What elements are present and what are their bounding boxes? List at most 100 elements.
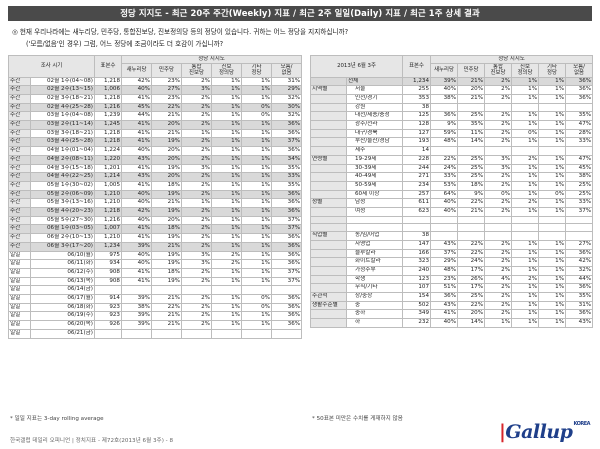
cell: 35% [270, 180, 303, 191]
cell: 02월 3주(18~21) [30, 93, 95, 104]
cell: 주간 [8, 102, 31, 113]
cell [181, 285, 212, 296]
header-row: 새누리당 민주당 통합 진보당 진보 정의당 기타 정당 모름/ 없음 [9, 62, 303, 78]
cell: 1% [511, 283, 540, 294]
table-row [310, 215, 594, 225]
cell [310, 248, 347, 259]
cell: 2% [181, 215, 212, 226]
cell: 1% [511, 318, 540, 328]
cell: 60세 이상 [345, 189, 404, 200]
cell: 2% [181, 146, 212, 156]
cell [241, 285, 272, 296]
cell [430, 223, 459, 233]
cell: 34% [270, 154, 303, 165]
page-title: 정당 지지도 - 최근 20주 주간(Weekly) 지표 / 최근 2주 일일… [8, 6, 592, 21]
cell: 2% [484, 292, 513, 302]
cell: 일일 [8, 302, 31, 313]
table-row: 가정주부 240 48% 17% 2% 1% 1% 32% [310, 265, 594, 276]
cell: 2% [484, 128, 513, 139]
cell: 1% [211, 198, 242, 209]
cell [94, 328, 122, 339]
cell: 1% [211, 128, 242, 139]
cell: 32% [270, 111, 303, 121]
cell [538, 102, 567, 113]
cell: 2% [484, 93, 513, 104]
cell: 05월 4주(20~23) [30, 207, 95, 217]
cell: 17% [457, 265, 486, 276]
cell: 1% [211, 320, 242, 330]
cell: 2% [181, 294, 212, 304]
cell: 36% [270, 233, 303, 243]
cell: 42% [121, 76, 152, 87]
cell [310, 274, 347, 285]
cell [484, 146, 513, 156]
cell: 39% [121, 294, 152, 304]
cell: 1% [211, 241, 242, 252]
cell [538, 215, 567, 225]
cell: 42% [121, 207, 152, 217]
cell: 03월 2주(11~14) [30, 120, 95, 130]
cell: 20% [151, 120, 182, 130]
cell: 14% [457, 137, 486, 148]
cell: 353 [402, 93, 432, 104]
cell: 1% [241, 259, 272, 269]
cell: 1% [538, 300, 567, 311]
cell: 1% [211, 267, 242, 278]
cell: 2% [484, 111, 513, 121]
cell: 1% [511, 180, 540, 191]
cell: 45% [565, 163, 594, 174]
cell: 21% [151, 128, 182, 139]
cell: 257 [402, 189, 432, 200]
cell: 1,224 [94, 146, 122, 156]
table-row: 일일 06/10(월) 975 40% 19% 3% 2% 1% 36% [8, 250, 303, 261]
cell: 25% [457, 163, 486, 174]
cell [538, 223, 567, 233]
cell: 25% [457, 154, 486, 165]
cell [511, 146, 540, 156]
table-row: 일일 06/20(목) 926 39% 21% 2% 1% 1% 36% [8, 320, 303, 330]
cell: 21% [151, 320, 182, 330]
cell: 2% [181, 111, 212, 121]
cell: 166 [402, 248, 432, 259]
cell: 대구/경북 [345, 128, 404, 139]
cell: 강원 [345, 102, 404, 113]
cell: 9% [430, 120, 459, 130]
cell: 47% [565, 120, 594, 130]
cell: 일일 [8, 267, 31, 278]
cell: 1% [538, 154, 567, 165]
cell: 11% [457, 128, 486, 139]
cell: 1% [538, 198, 567, 209]
table-row: 일일 06/19(수) 923 39% 21% 2% 1% 1% 36% [8, 311, 303, 322]
table-row: 직업별 농/임/어업 38 [310, 231, 594, 241]
table-row: 여성 623 40% 21% 2% 1% 1% 37% [310, 207, 594, 217]
cell: 2% [181, 76, 212, 87]
weekly-daily-table: 조사 시기 표본수 정당 지지도 새누리당 민주당 통합 진보당 진보 정의당 기타 정당 모름… [8, 55, 303, 339]
survey-question-followup: ('모름/없음'인 경우) 그럼, 어느 정당에 조금이라도 더 호감이 가십니… [26, 40, 224, 48]
cell: 33% [565, 198, 594, 209]
cell [310, 111, 347, 121]
cell: 125 [402, 111, 432, 121]
cell: 51% [430, 283, 459, 294]
cell: 02월 2주(13~15) [30, 85, 95, 95]
cell: 40-49세 [345, 172, 404, 182]
table-row: 일일 06/11(화) 934 40% 19% 3% 2% 1% 36% [8, 259, 303, 269]
cell: 47% [565, 154, 594, 165]
cell: 일일 [8, 311, 31, 322]
cell: 상/중상 [345, 292, 404, 302]
cell: 40% [121, 198, 152, 209]
cell: 2% [484, 120, 513, 130]
table-row: 생활수준별 중 502 43% 22% 2% 1% 1% 31% [310, 300, 594, 311]
cell: 04월 2주(08~11) [30, 154, 95, 165]
cell: 18% [457, 180, 486, 191]
cell: 1% [511, 309, 540, 320]
cell: 1,218 [94, 137, 122, 148]
cell: 2% [181, 224, 212, 235]
cell: 주간 [8, 85, 31, 95]
cell: 244 [402, 163, 432, 174]
cell [484, 215, 513, 225]
cell: 36% [270, 259, 303, 269]
cell: 1,218 [94, 128, 122, 139]
cell: 직업별 [310, 231, 347, 241]
cell: 1% [511, 120, 540, 130]
cell: 934 [94, 259, 122, 269]
